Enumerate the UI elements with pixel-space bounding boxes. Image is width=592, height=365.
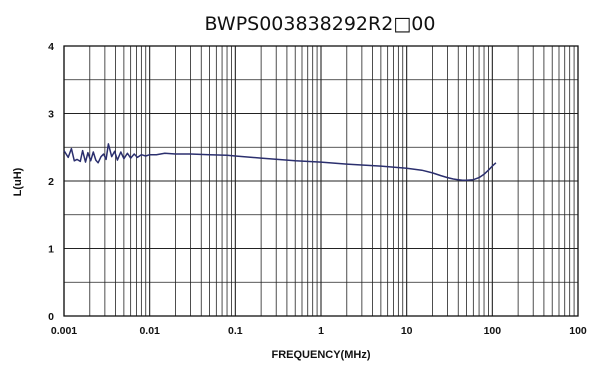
y-axis-label: L(uH)	[12, 167, 24, 196]
x-tick-label: 1	[318, 325, 324, 337]
x-tick-label: 100	[484, 325, 502, 337]
grid	[63, 45, 579, 317]
x-tick-label: 10	[401, 325, 413, 337]
y-tick-label: 1	[48, 244, 54, 256]
y-tick-label: 4	[48, 41, 54, 53]
x-tick-label: 0.01	[139, 325, 160, 337]
x-tick-label: 100	[569, 325, 587, 337]
chart-title: BWPS003838292R2□00	[205, 13, 436, 35]
x-tick-label: 0.1	[228, 325, 243, 337]
y-tick-label: 0	[48, 311, 54, 323]
x-tick-label: 0.001	[51, 325, 77, 337]
x-axis-label: FREQUENCY(MHz)	[272, 349, 371, 361]
series-layer	[63, 143, 497, 182]
tick-labels: 0.001 0.01 0.1 1 10 100 100 0 1 2 3 4	[48, 41, 587, 337]
y-tick-label: 3	[48, 109, 54, 121]
y-tick-label: 2	[48, 176, 54, 188]
plot-frame	[63, 45, 579, 317]
inductance-series-line	[63, 143, 497, 182]
